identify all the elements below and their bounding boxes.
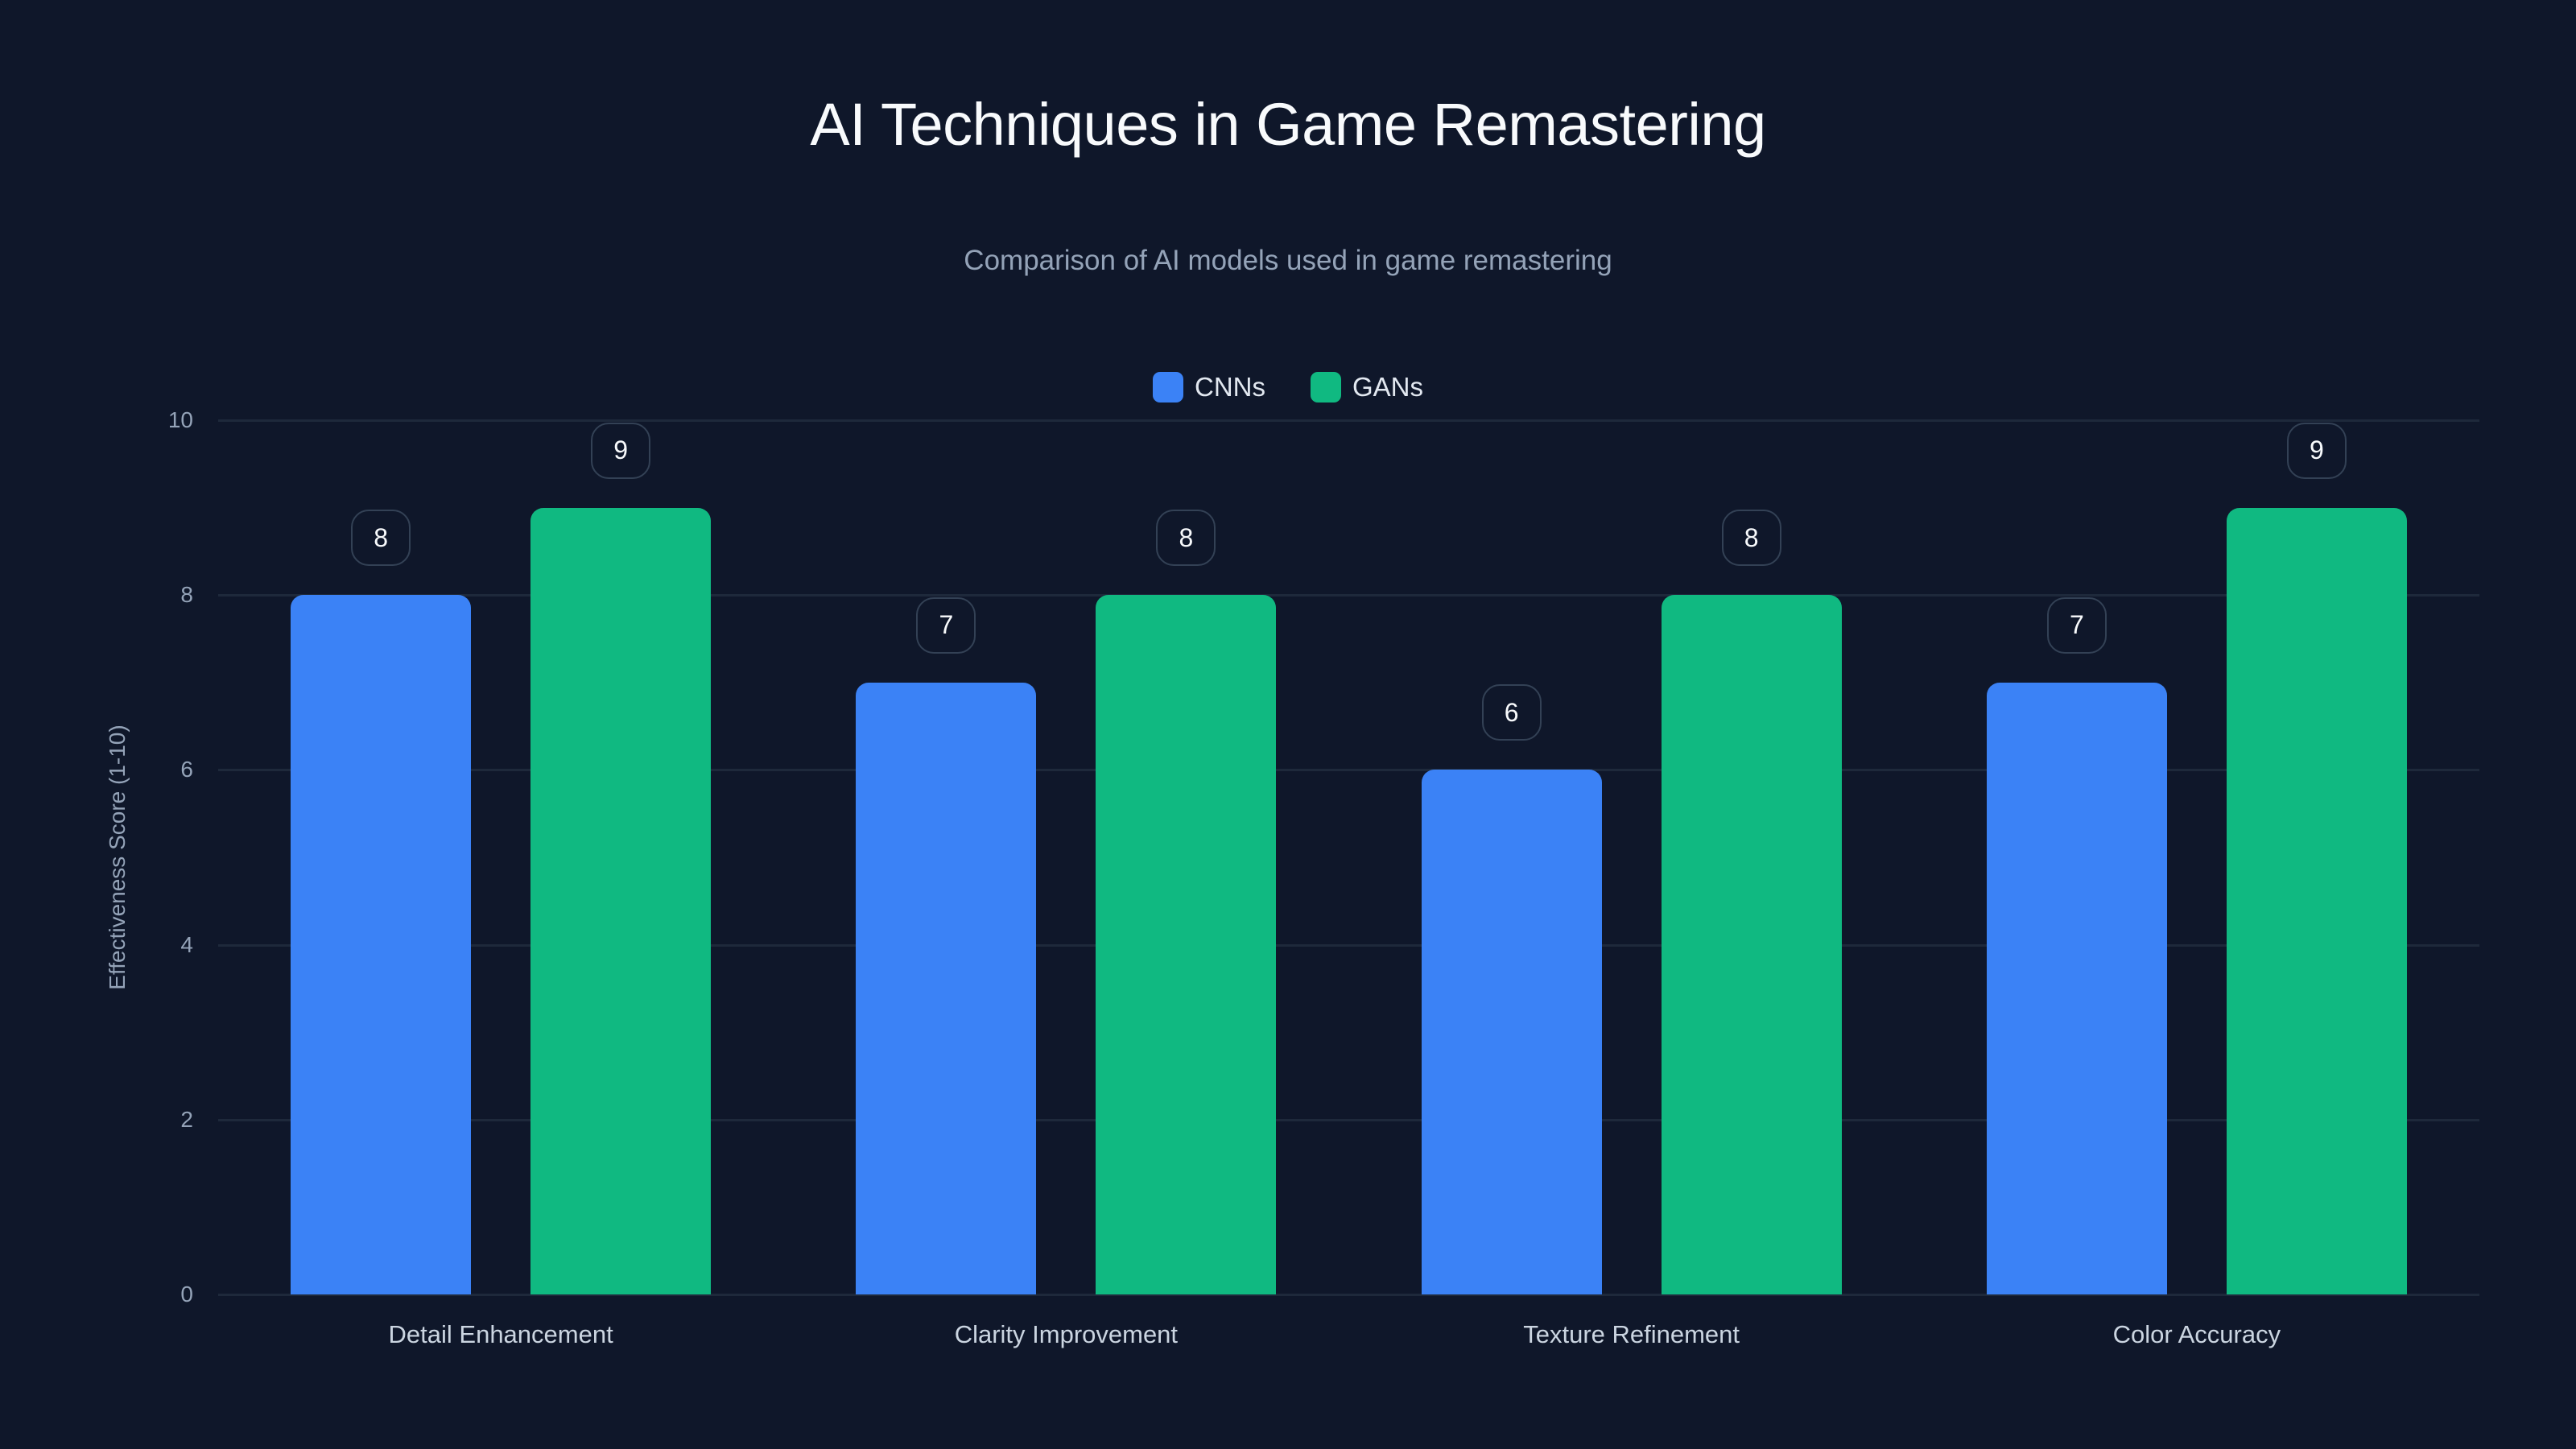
legend-label: CNNs xyxy=(1194,372,1265,402)
legend: CNNs GANs xyxy=(0,372,2576,402)
legend-label: GANs xyxy=(1352,372,1423,402)
plot-area: 8 9 7 8 6 8 7 9 xyxy=(218,419,2479,1296)
y-tick-label: 4 xyxy=(180,931,193,957)
value-label: 7 xyxy=(916,597,976,654)
legend-item-cnns[interactable]: CNNs xyxy=(1152,372,1265,402)
legend-item-gans[interactable]: GANs xyxy=(1310,372,1423,402)
gridline xyxy=(218,594,2479,597)
y-tick-label: 0 xyxy=(180,1282,193,1307)
value-label: 9 xyxy=(2286,422,2347,479)
bar-gans[interactable] xyxy=(1661,595,1842,1294)
bar-cnns[interactable] xyxy=(1986,682,2167,1294)
value-label: 8 xyxy=(1721,510,1781,567)
value-label: 8 xyxy=(1156,510,1216,567)
y-tick-label: 8 xyxy=(180,582,193,608)
bar-cnns[interactable] xyxy=(856,682,1037,1294)
legend-swatch-icon xyxy=(1310,372,1341,402)
chart-title: AI Techniques in Game Remastering xyxy=(810,91,1766,158)
bar-gans[interactable] xyxy=(530,507,712,1294)
x-tick-label: Clarity Improvement xyxy=(954,1320,1179,1348)
y-axis-label: Effectiveness Score (1-10) xyxy=(105,724,130,990)
x-tick-label: Detail Enhancement xyxy=(388,1320,613,1348)
legend-swatch-icon xyxy=(1152,372,1183,402)
value-label: 7 xyxy=(2046,597,2107,654)
value-label: 8 xyxy=(351,510,411,567)
gridline xyxy=(218,1118,2479,1121)
y-tick-label: 6 xyxy=(180,757,193,782)
chart-subtitle: Comparison of AI models used in game rem… xyxy=(964,245,1612,276)
x-tick-label: Texture Refinement xyxy=(1523,1320,1740,1348)
y-tick-label: 2 xyxy=(180,1106,193,1132)
x-tick-label: Color Accuracy xyxy=(2112,1320,2281,1348)
gridline xyxy=(218,769,2479,772)
value-label: 6 xyxy=(1481,684,1542,741)
bar-cnns[interactable] xyxy=(291,595,472,1294)
y-tick-label: 10 xyxy=(167,407,193,432)
bar-gans[interactable] xyxy=(2226,507,2407,1294)
value-label: 9 xyxy=(591,422,651,479)
gridline xyxy=(218,943,2479,947)
gridline xyxy=(218,419,2479,422)
bar-gans[interactable] xyxy=(1096,595,1277,1294)
bar-cnns[interactable] xyxy=(1421,770,1602,1294)
gridline xyxy=(218,1294,2479,1296)
